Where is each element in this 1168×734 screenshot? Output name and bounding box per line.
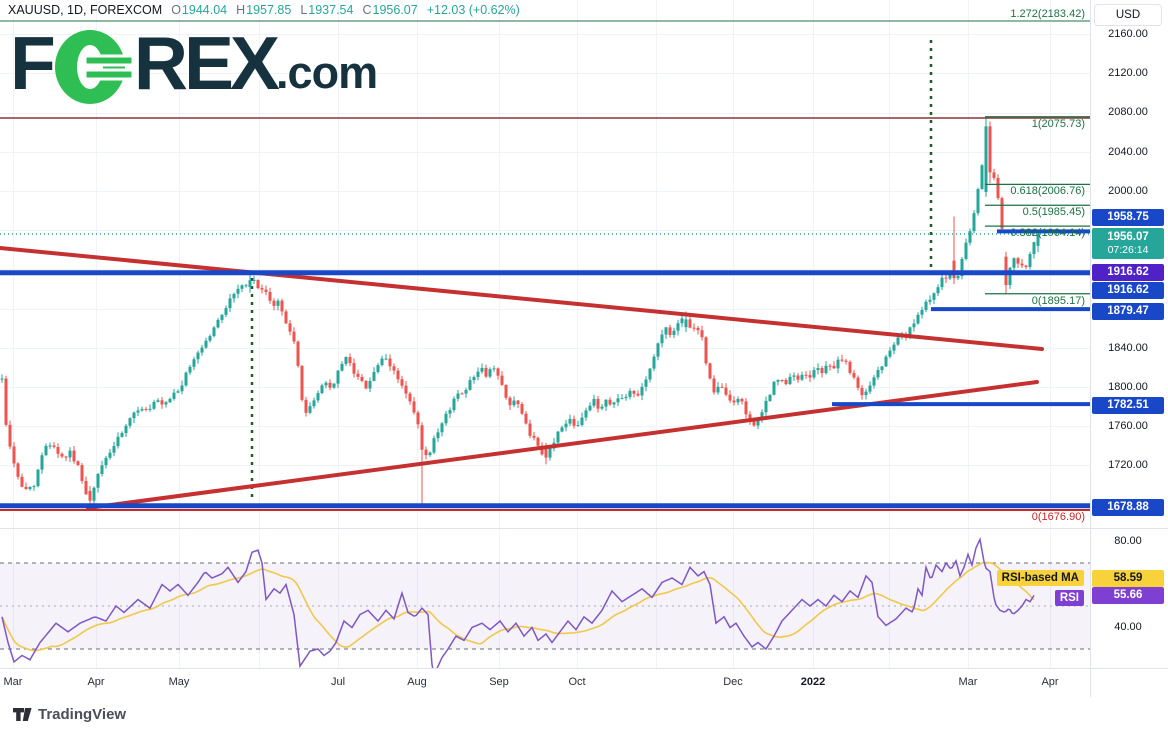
time-axis-label[interactable]: Jul — [330, 676, 346, 688]
time-axis-label[interactable]: Sep — [489, 676, 509, 688]
symbol-info-bar[interactable]: XAUUSD, 1D, FOREXCOM O1944.04 H1957.85 L… — [8, 3, 520, 17]
price-change: +12.03 (+0.62%) — [426, 3, 520, 17]
price-tick[interactable]: 1760.00 — [1108, 420, 1148, 432]
time-axis-label[interactable]: May — [168, 676, 190, 688]
forex-logo: F REX .com — [10, 21, 378, 108]
fib-extension-label[interactable]: 0(1676.90) — [1031, 511, 1085, 523]
time-axis-label[interactable]: Dec — [723, 676, 743, 688]
ohlc-close: C1956.07 — [362, 3, 418, 17]
price-tick[interactable]: 1800.00 — [1108, 381, 1148, 393]
time-axis-label[interactable]: Oct — [568, 676, 586, 688]
currency-button[interactable]: USD — [1094, 4, 1162, 26]
rsi-line[interactable] — [1, 536, 1035, 674]
ohlc-open: O1944.04 — [171, 3, 228, 17]
countdown-timer: 07:26:14 — [1107, 244, 1149, 256]
descending-resistance[interactable] — [0, 246, 1044, 351]
price-tick[interactable]: 2040.00 — [1108, 146, 1148, 158]
tradingview-logo[interactable]: TradingView — [13, 706, 126, 723]
fib-extension-label[interactable]: 1.272(2183.42) — [1010, 8, 1085, 20]
price-badge: 1916.62 — [1092, 282, 1164, 299]
price-badge: 1678.88 — [1092, 499, 1164, 516]
tradingview-mark-icon — [13, 708, 32, 721]
time-axis-label[interactable]: Apr — [87, 676, 105, 688]
time-axis-label[interactable]: Mar — [3, 676, 23, 688]
price-tick[interactable]: 1720.00 — [1108, 459, 1148, 471]
forex-logo-com: .com — [276, 47, 378, 98]
price-tick[interactable]: 2080.00 — [1108, 106, 1148, 118]
price-tick[interactable]: 2000.00 — [1108, 185, 1148, 197]
price-badge: 1782.51 — [1092, 397, 1164, 414]
ascending-support[interactable] — [86, 380, 1039, 510]
fib-level-label[interactable]: 1(2075.73) — [1031, 117, 1085, 130]
symbol-title[interactable]: XAUUSD, 1D, FOREXCOM — [8, 3, 163, 17]
ohlc-low: L1937.54 — [300, 3, 354, 17]
price-badge: 1879.47 — [1092, 303, 1164, 320]
rsi-ma-chip[interactable]: RSI-based MA — [996, 570, 1084, 586]
rsi-tick[interactable]: 80.00 — [1114, 535, 1142, 547]
fib-level-label[interactable]: 0.5(1985.45) — [1022, 206, 1085, 219]
fib-level-label[interactable]: 0.618(2006.76) — [1010, 185, 1085, 198]
price-tick[interactable]: 2160.00 — [1108, 28, 1148, 40]
rsi-chip[interactable]: RSI — [1054, 590, 1084, 606]
price-badge: 1958.75 — [1092, 209, 1164, 226]
forex-logo-rex: REX — [133, 21, 280, 105]
rsi-series — [1, 536, 1035, 674]
forex-logo-f: F — [10, 21, 56, 105]
price-badge: 55.66 — [1092, 587, 1164, 604]
ohlc-high: H1957.85 — [236, 3, 292, 17]
rsi-tick[interactable]: 40.00 — [1114, 621, 1142, 633]
time-axis-label[interactable]: Apr — [1041, 676, 1059, 688]
tradingview-label: TradingView — [38, 706, 127, 723]
time-axis-label[interactable]: Aug — [407, 676, 427, 688]
time-axis-label[interactable]: 2022 — [800, 676, 826, 688]
fib-level-label[interactable]: 0.382(1964.14) — [1010, 227, 1085, 240]
price-badge: 58.59 — [1092, 570, 1164, 587]
time-axis-label[interactable]: Mar — [958, 676, 978, 688]
price-badge: 1916.62 — [1092, 264, 1164, 281]
candles — [0, 118, 1040, 508]
forex-logo-o-icon — [54, 30, 135, 104]
price-tick[interactable]: 2120.00 — [1108, 67, 1148, 79]
fib-level-label[interactable]: 0(1895.17) — [1031, 294, 1085, 307]
price-tick[interactable]: 1840.00 — [1108, 342, 1148, 354]
price-badge: 1956.07 07:26:14 — [1092, 228, 1164, 259]
